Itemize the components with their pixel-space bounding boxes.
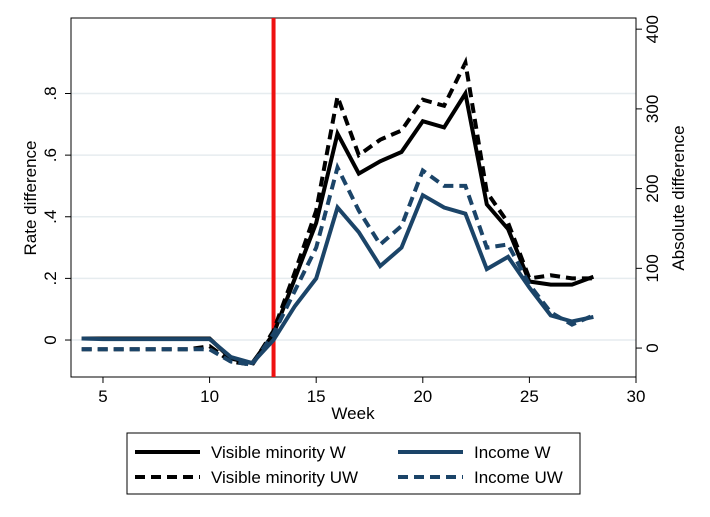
x-axis-label: Week	[331, 404, 375, 423]
x-tick-label: 10	[200, 387, 219, 406]
grid-layer	[71, 92, 636, 341]
x-tick-label: 30	[627, 387, 646, 406]
y-right-tick-label: 0	[643, 343, 662, 352]
y-left-tick-label: .6	[41, 148, 60, 162]
legend: Visible minority W Income W Visible minori…	[126, 432, 581, 495]
legend-label: Income UW	[474, 468, 563, 487]
y-axis-left-label: Rate difference	[21, 141, 40, 256]
legend-label: Visible minority W	[211, 443, 346, 462]
legend-box	[126, 432, 581, 495]
x-tick-label: 15	[307, 387, 326, 406]
y-left-tick-label: .4	[41, 210, 60, 224]
y-axis-right-label: Absolute difference	[669, 125, 688, 270]
y-right-tick-label: 200	[643, 174, 662, 202]
y-left-tick-label: .2	[41, 271, 60, 285]
legend-label: Visible minority UW	[211, 468, 358, 487]
legend-items: Visible minority W Income W Visible minori…	[135, 443, 563, 487]
x-tick-label: 5	[98, 387, 107, 406]
series-line-1	[81, 88, 595, 366]
x-tick-label: 25	[520, 387, 539, 406]
y-left-tick-label: 0	[41, 335, 60, 344]
y-right-tick-label: 100	[643, 254, 662, 282]
plot-frame	[70, 17, 637, 378]
series-line-3	[81, 192, 594, 366]
series-line-4	[81, 161, 595, 367]
y-right-tick-label: 300	[643, 95, 662, 123]
series-layer	[81, 56, 595, 367]
x-tick-label: 20	[413, 387, 432, 406]
y-left-tick-label: .8	[41, 86, 60, 100]
y-right-tick-label: 400	[643, 15, 662, 43]
legend-label: Income W	[474, 443, 551, 462]
